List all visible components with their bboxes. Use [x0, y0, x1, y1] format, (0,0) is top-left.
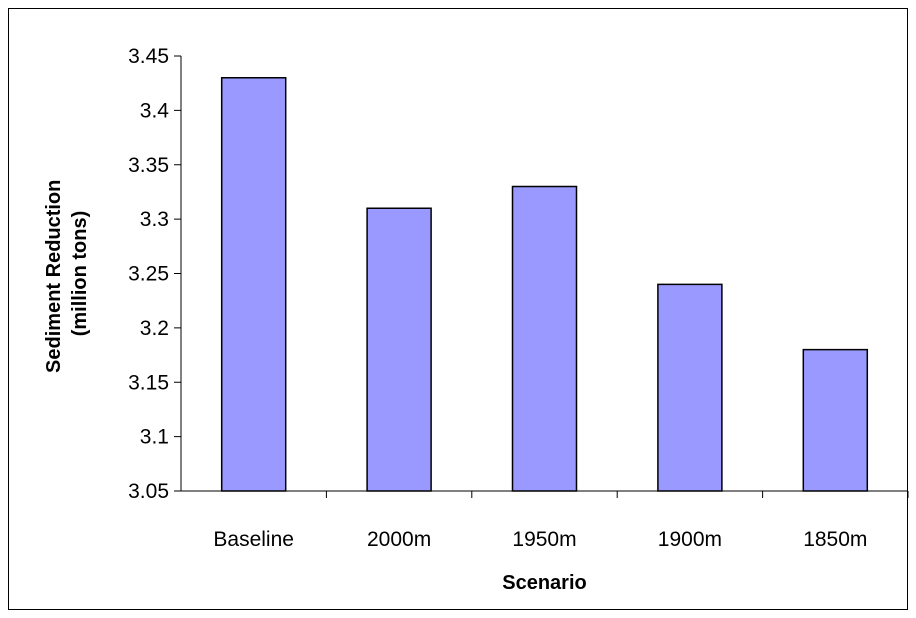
y-tick-label: 3.05	[128, 480, 169, 503]
x-tick-label: 1900m	[658, 528, 722, 551]
y-axis-title: Sediment Reduction (million tons)	[43, 174, 91, 373]
bar-2000m	[366, 207, 432, 492]
x-tick-label: Baseline	[213, 528, 294, 551]
y-tick-label: 3.15	[128, 371, 169, 394]
y-axis-ticks: 3.05 3.1 3.15 3.2 3.25 3.3 3.35 3.4 3.45	[128, 45, 181, 503]
x-axis-title: Scenario	[502, 572, 586, 594]
bar-1950m	[511, 185, 578, 492]
y-tick-label: 3.45	[128, 45, 169, 68]
bar-1850m	[802, 348, 869, 492]
x-tick-label: 1950m	[512, 528, 576, 551]
y-tick-label: 3.3	[140, 208, 169, 231]
bar-1900m	[657, 283, 723, 492]
x-axis-ticks: Baseline 2000m 1950m 1900m 1850m	[213, 491, 909, 551]
y-tick-label: 3.25	[128, 263, 169, 286]
y-tick-label: 3.35	[128, 154, 169, 177]
y-tick-label: 3.1	[140, 426, 169, 449]
bar-baseline	[220, 77, 287, 492]
bars	[220, 77, 869, 492]
x-tick-label: 1850m	[803, 528, 867, 551]
y-tick-label: 3.4	[140, 99, 170, 122]
y-tick-label: 3.2	[140, 317, 169, 340]
x-tick-label: 2000m	[367, 528, 431, 551]
chart-area	[8, 8, 908, 610]
y-axis-title-line-1: Sediment Reduction	[43, 180, 65, 373]
y-axis-title-line-2: (million tons)	[69, 211, 91, 337]
